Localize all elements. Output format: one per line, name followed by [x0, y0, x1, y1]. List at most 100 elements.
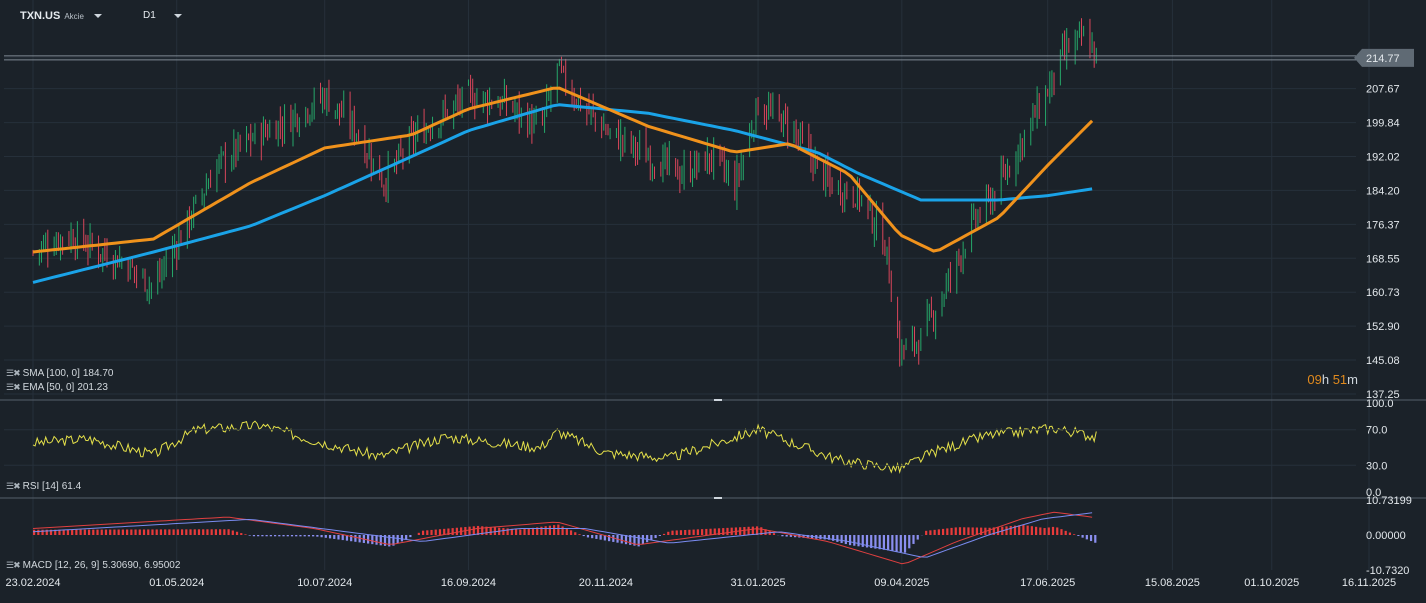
macd-bar-down	[786, 535, 788, 537]
chevron-down-icon	[94, 14, 102, 18]
macd-bar-down	[891, 535, 893, 551]
price-axis-tick: 160.73	[1366, 287, 1400, 299]
macd-bar-up	[211, 529, 213, 535]
ema-legend-value: 201.23	[77, 382, 108, 393]
macd-bar-up	[109, 530, 111, 535]
time-axis-tick: 31.01.2025	[731, 577, 786, 589]
time-axis-tick: 10.07.2024	[297, 577, 352, 589]
settings-icon[interactable]: ☰✖	[6, 560, 20, 571]
macd-bar-up	[680, 530, 682, 535]
macd-bar-up	[126, 530, 128, 535]
macd-bar-down	[291, 535, 293, 536]
sma-legend-label: SMA [100, 0]	[23, 368, 80, 379]
candle-countdown: 09h 51m	[1307, 372, 1358, 387]
countdown-h-unit: h	[1322, 372, 1329, 387]
macd-bar-up	[67, 530, 69, 535]
rsi-axis-tick: 30.0	[1366, 460, 1387, 472]
macd-bar-down	[367, 535, 369, 544]
macd-bar-up	[967, 527, 969, 535]
macd-bar-down	[895, 535, 897, 552]
macd-bar-up	[147, 529, 149, 535]
macd-bar-up	[561, 526, 563, 535]
macd-bar-up	[963, 527, 965, 535]
macd-bar-up	[507, 528, 509, 535]
macd-bar-up	[701, 529, 703, 535]
macd-bar-up	[1018, 525, 1020, 535]
macd-bar-up	[84, 530, 86, 535]
macd-axis-tick: -10.7320	[1366, 565, 1409, 577]
macd-legend[interactable]: ☰✖ MACD [12, 26, 9] 5.30690, 6.95002	[6, 560, 180, 571]
macd-bar-down	[1090, 535, 1092, 541]
macd-bar-up	[181, 529, 183, 535]
macd-bar-down	[371, 535, 373, 544]
macd-bar-down	[908, 535, 910, 548]
macd-bar-up	[80, 530, 82, 535]
macd-bar-up	[1031, 526, 1033, 535]
candles-group	[33, 18, 1096, 366]
macd-bar-up	[502, 528, 504, 535]
macd-legend-signal: 6.95002	[144, 560, 180, 571]
macd-bar-down	[781, 535, 783, 536]
settings-icon[interactable]: ☰✖	[6, 481, 20, 492]
macd-bar-down	[287, 535, 289, 536]
macd-bar-up	[540, 527, 542, 535]
macd-bar-down	[329, 535, 331, 538]
macd-axis-tick: 10.73199	[1366, 495, 1412, 507]
instrument-type-label: Akcie	[64, 12, 84, 21]
macd-bar-up	[33, 530, 35, 535]
macd-bar-down	[278, 535, 280, 536]
macd-bar-up	[202, 529, 204, 535]
macd-bar-down	[397, 535, 399, 544]
countdown-hours: 09	[1307, 372, 1321, 387]
macd-bar-up	[96, 530, 98, 535]
macd-bar-down	[900, 535, 902, 552]
macd-bar-up	[972, 527, 974, 535]
macd-line	[33, 512, 1092, 564]
rsi-legend[interactable]: ☰✖ RSI [14] 61.4	[6, 481, 81, 492]
settings-icon[interactable]: ☰✖	[6, 368, 20, 379]
timeframe-selector[interactable]: D1	[143, 10, 182, 21]
macd-bar-up	[456, 528, 458, 535]
macd-bar-up	[156, 529, 158, 535]
macd-bar-down	[638, 535, 640, 546]
price-axis-tick: 199.84	[1366, 118, 1400, 130]
settings-icon[interactable]: ☰✖	[6, 382, 20, 393]
macd-bar-down	[659, 535, 661, 536]
time-axis-tick: 15.08.2025	[1145, 577, 1200, 589]
macd-bar-up	[528, 528, 530, 535]
symbol-selector[interactable]: TXN.US Akcie	[20, 10, 102, 22]
macd-bar-down	[608, 535, 610, 541]
macd-bar-up	[151, 529, 153, 535]
macd-bar-up	[1056, 527, 1058, 535]
macd-legend-label: MACD [12, 26, 9]	[23, 560, 100, 571]
ema-legend[interactable]: ☰✖ EMA [50, 0] 201.23	[6, 382, 108, 393]
macd-bar-up	[92, 530, 94, 535]
macd-bar-up	[1052, 527, 1054, 535]
macd-bar-up	[578, 534, 580, 535]
macd-bar-up	[1060, 529, 1062, 535]
rsi-axis-tick: 100.0	[1366, 398, 1394, 410]
macd-bar-down	[845, 535, 847, 544]
macd-bar-up	[1035, 527, 1037, 535]
macd-bar-down	[841, 535, 843, 543]
macd-bar-up	[71, 530, 73, 535]
ema-legend-label: EMA [50, 0]	[23, 382, 75, 393]
time-axis-tick: 01.10.2025	[1244, 577, 1299, 589]
macd-bar-down	[409, 535, 411, 537]
rsi-line	[33, 421, 1096, 472]
macd-bar-up	[748, 527, 750, 535]
macd-bar-up	[519, 530, 521, 535]
macd-bar-down	[1077, 535, 1079, 536]
sma-legend[interactable]: ☰✖ SMA [100, 0] 184.70	[6, 368, 113, 379]
macd-bar-down	[591, 535, 593, 538]
macd-bar-down	[887, 535, 889, 550]
macd-bar-down	[625, 535, 627, 544]
macd-bar-up	[189, 529, 191, 535]
macd-bar-up	[934, 530, 936, 535]
macd-bar-down	[299, 535, 301, 536]
sma-legend-value: 184.70	[83, 368, 114, 379]
macd-bar-up	[523, 529, 525, 535]
macd-bar-up	[946, 528, 948, 535]
